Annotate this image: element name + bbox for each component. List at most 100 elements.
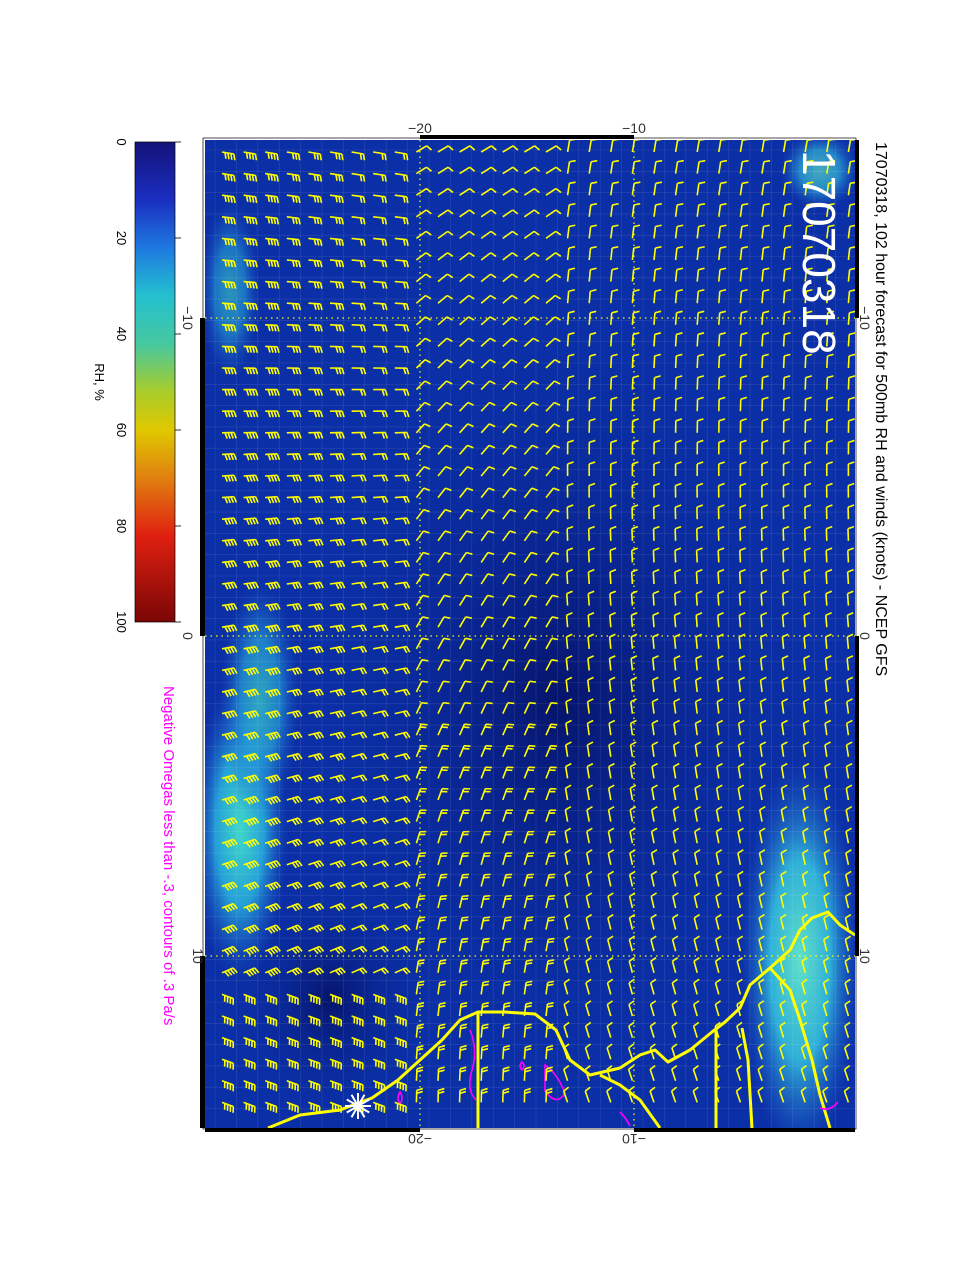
wind-barb-icon	[588, 245, 597, 261]
wind-barb-icon	[845, 827, 852, 844]
wind-barb-icon	[480, 594, 494, 607]
wind-barb-icon	[373, 710, 389, 718]
wind-barb-icon	[738, 655, 746, 671]
wind-barb-icon	[437, 852, 448, 866]
wind-barb-icon	[718, 375, 726, 390]
wind-barb-icon	[243, 993, 256, 1005]
wind-barb-icon	[265, 581, 281, 590]
wind-barb-icon	[608, 655, 616, 671]
wind-barb-icon	[696, 332, 705, 347]
omega-note: Negative Omegas less than -.3, contours …	[160, 686, 177, 1025]
wind-barb-icon	[673, 698, 681, 714]
wind-barb-icon	[437, 723, 450, 736]
wind-barb-icon	[308, 324, 323, 332]
wind-barb-icon	[588, 332, 597, 347]
wind-barb-icon	[480, 230, 497, 240]
wind-barb-icon	[563, 1000, 570, 1017]
wind-barb-icon	[286, 731, 303, 740]
wind-barb-icon	[286, 860, 303, 869]
wind-barb-icon	[265, 495, 281, 504]
wind-barb-icon	[823, 827, 831, 844]
wind-barb-icon	[329, 774, 346, 783]
wind-barb-icon	[458, 616, 473, 628]
wind-barb-icon	[759, 698, 767, 714]
wind-barb-icon	[631, 353, 640, 369]
wind-barb-icon	[671, 1021, 678, 1038]
wind-barb-icon	[480, 508, 495, 520]
wind-barb-icon	[264, 1101, 278, 1113]
wind-barb-icon	[480, 166, 497, 175]
wind-barb-icon	[674, 418, 683, 433]
wind-barb-icon	[566, 267, 576, 282]
wind-barb-icon	[758, 849, 766, 865]
wind-barb-icon	[761, 332, 770, 347]
wind-barb-icon	[674, 482, 682, 498]
wind-barb-icon	[351, 367, 367, 375]
wind-barb-icon	[502, 723, 515, 736]
wind-barb-icon	[458, 766, 471, 779]
wind-barb-icon	[221, 688, 238, 698]
wind-barb-icon	[480, 809, 492, 822]
wind-barb-icon	[717, 482, 725, 498]
wind-barb-icon	[351, 345, 367, 354]
wind-barb-icon	[415, 316, 432, 326]
wind-barb-icon	[715, 892, 722, 909]
wind-barb-icon	[671, 913, 679, 930]
wind-barb-icon	[739, 547, 746, 563]
wind-barb-icon	[610, 181, 619, 196]
wind-barb-icon	[308, 795, 325, 804]
wind-barb-icon	[286, 688, 303, 697]
wind-barb-icon	[780, 762, 788, 779]
wind-barb-icon	[651, 741, 659, 757]
colorbar-tick-label: 0	[114, 138, 129, 145]
wind-barb-icon	[610, 375, 618, 390]
wind-barb-icon	[782, 396, 791, 412]
wind-barb-icon	[545, 959, 555, 973]
wind-barb-icon	[458, 680, 472, 693]
wind-barb-icon	[394, 602, 411, 611]
wind-barb-icon	[373, 560, 389, 568]
wind-barb-icon	[351, 474, 367, 482]
wind-barb-icon	[631, 159, 641, 174]
wind-barb-icon	[564, 762, 572, 779]
wind-barb-icon	[502, 487, 517, 499]
wind-barb-icon	[415, 616, 429, 628]
wind-barb-icon	[286, 1080, 299, 1092]
wind-barb-icon	[824, 698, 832, 714]
wind-barb-icon	[415, 1002, 425, 1017]
dry-region	[300, 320, 820, 1080]
wind-barb-icon	[804, 245, 813, 261]
colorbar-tick-label: 100	[114, 611, 129, 633]
colorbar-scale	[134, 141, 176, 623]
lat-label-outer-2: 0	[180, 632, 196, 640]
wind-barb-icon	[221, 860, 238, 870]
wind-barb-icon	[308, 710, 325, 719]
wind-barb-icon	[437, 316, 453, 326]
wind-barb-icon	[630, 676, 638, 693]
wind-barb-icon	[847, 375, 855, 390]
wind-barb-icon	[264, 1036, 278, 1049]
wind-barb-icon	[631, 547, 638, 563]
wind-barb-icon	[757, 978, 765, 995]
wind-barb-icon	[221, 1015, 235, 1027]
wind-barb-icon	[437, 701, 450, 714]
wind-barb-icon	[502, 358, 518, 369]
wind-barb-icon	[373, 151, 387, 161]
wind-barb-icon	[437, 252, 454, 261]
wind-barb-icon	[653, 332, 662, 347]
wind-barb-icon	[415, 658, 429, 671]
wind-barb-icon	[782, 267, 792, 282]
wind-barb-icon	[394, 688, 411, 696]
wind-barb-icon	[480, 959, 490, 973]
wind-barb-icon	[825, 547, 833, 563]
omega-contour	[468, 1029, 477, 1101]
wind-barb-icon	[329, 581, 346, 590]
wind-barb-icon	[845, 784, 853, 801]
wind-barb-icon	[415, 916, 426, 930]
wind-barb-icon	[739, 202, 749, 217]
wind-barb-icon	[329, 860, 346, 869]
wind-barb-icon	[564, 741, 572, 757]
wind-barb-icon	[502, 1044, 511, 1060]
wind-barb-icon	[351, 624, 368, 632]
wind-barb-icon	[243, 259, 258, 268]
